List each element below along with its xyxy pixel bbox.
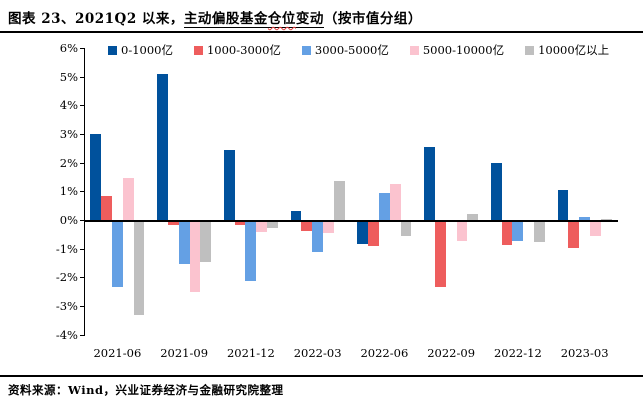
bar xyxy=(400,222,412,237)
y-axis-tick xyxy=(80,277,84,279)
bar xyxy=(579,217,591,220)
figure-title: 图表 23、2021Q2 以来，主动偏股基金仓位变动（按市值分组） xyxy=(8,7,635,28)
bar xyxy=(189,222,201,293)
bar xyxy=(301,222,313,231)
bar xyxy=(568,222,580,248)
bar xyxy=(245,222,257,281)
bar xyxy=(267,222,278,228)
legend-label: 1000-3000亿 xyxy=(206,43,281,57)
y-axis-tick xyxy=(80,220,84,221)
y-axis-tick xyxy=(80,191,84,193)
bar xyxy=(178,222,190,264)
footer-divider-rule xyxy=(0,375,643,377)
bar xyxy=(167,222,179,225)
title-divider-rule xyxy=(0,31,643,33)
bar xyxy=(133,222,145,316)
y-axis-label: 4% xyxy=(59,98,78,113)
legend-item: 10000亿以上 xyxy=(525,42,609,58)
bar xyxy=(256,222,268,233)
y-axis-tick xyxy=(80,133,84,135)
bar xyxy=(378,192,390,220)
bar xyxy=(90,133,102,220)
y-axis-label: -1% xyxy=(55,241,78,256)
legend-swatch-icon xyxy=(193,45,203,55)
y-axis-tick xyxy=(80,248,84,250)
bar xyxy=(534,222,545,243)
y-axis-label: -2% xyxy=(55,270,78,285)
bar xyxy=(590,222,601,237)
legend-swatch-icon xyxy=(409,45,419,55)
chart-legend: 0-1000亿 1000-3000亿 3000-5000亿 5000-10000亿 10… xyxy=(108,42,609,58)
x-axis-label: 2022-06 xyxy=(360,346,409,360)
y-axis-tick xyxy=(80,105,84,107)
legend-item: 1000-3000亿 xyxy=(193,42,281,58)
x-axis-label: 2022-09 xyxy=(427,346,476,360)
bar xyxy=(200,222,212,263)
x-axis-label: 2022-03 xyxy=(293,346,342,360)
y-axis-label: 3% xyxy=(59,126,78,141)
bar xyxy=(357,222,369,244)
y-axis-label: 1% xyxy=(59,184,78,199)
bar xyxy=(111,222,123,287)
bar xyxy=(467,214,479,220)
y-axis-label: 5% xyxy=(59,69,78,84)
y-axis-label: 2% xyxy=(59,155,78,170)
legend-swatch-icon xyxy=(108,45,117,55)
bar xyxy=(101,195,112,220)
y-axis-label: 0% xyxy=(59,213,78,227)
x-axis-label: 2021-12 xyxy=(226,346,275,360)
figure-title-suffix: （按市值分组） xyxy=(323,11,422,27)
bar xyxy=(600,218,612,220)
bar xyxy=(312,222,324,253)
y-axis-tick xyxy=(80,47,84,49)
bar xyxy=(456,222,468,241)
bar xyxy=(368,222,379,247)
bar xyxy=(557,189,569,220)
legend-label: 3000-5000亿 xyxy=(314,43,389,57)
legend-item: 5000-10000亿 xyxy=(409,42,505,58)
bar xyxy=(512,222,524,241)
legend-label: 5000-10000亿 xyxy=(422,43,505,57)
y-axis-tick xyxy=(80,162,84,164)
bar xyxy=(234,222,246,225)
legend-item: 0-1000亿 xyxy=(108,42,173,58)
x-axis-label: 2021-06 xyxy=(93,346,142,360)
bar xyxy=(323,222,334,234)
figure-title-underlined: 主动偏股基金仓位变动 xyxy=(183,11,324,28)
bar xyxy=(223,149,235,220)
y-axis-tick xyxy=(80,76,84,78)
spellcheck-wavy-underline: 仓位 xyxy=(267,11,296,27)
data-source-note: 资料来源：Wind，兴业证券经济与金融研究院整理 xyxy=(8,383,284,397)
bar xyxy=(122,178,134,220)
x-axis-label: 2023-03 xyxy=(560,346,609,360)
figure-title-prefix: 图表 23、2021Q2 以来， xyxy=(8,11,184,27)
bar xyxy=(157,73,168,220)
y-axis-tick xyxy=(80,306,84,307)
bar xyxy=(290,211,302,220)
bar xyxy=(424,146,435,220)
bar xyxy=(434,222,446,287)
bar xyxy=(490,162,502,220)
legend-label: 0-1000亿 xyxy=(121,43,173,57)
y-axis-label: 6% xyxy=(59,40,78,55)
y-axis-tick xyxy=(80,334,84,336)
x-axis-label: 2021-09 xyxy=(160,346,209,360)
zero-baseline xyxy=(84,220,618,222)
bar xyxy=(389,184,401,220)
bar xyxy=(333,181,345,220)
legend-item: 3000-5000亿 xyxy=(301,42,389,58)
y-axis-line xyxy=(84,48,85,336)
y-axis-label: -3% xyxy=(55,299,78,313)
legend-label: 10000亿以上 xyxy=(538,43,610,57)
bar xyxy=(501,222,513,245)
y-axis-label: -4% xyxy=(55,327,78,342)
legend-swatch-icon xyxy=(301,45,311,55)
legend-swatch-icon xyxy=(525,45,535,55)
x-axis-label: 2022-12 xyxy=(493,346,542,360)
